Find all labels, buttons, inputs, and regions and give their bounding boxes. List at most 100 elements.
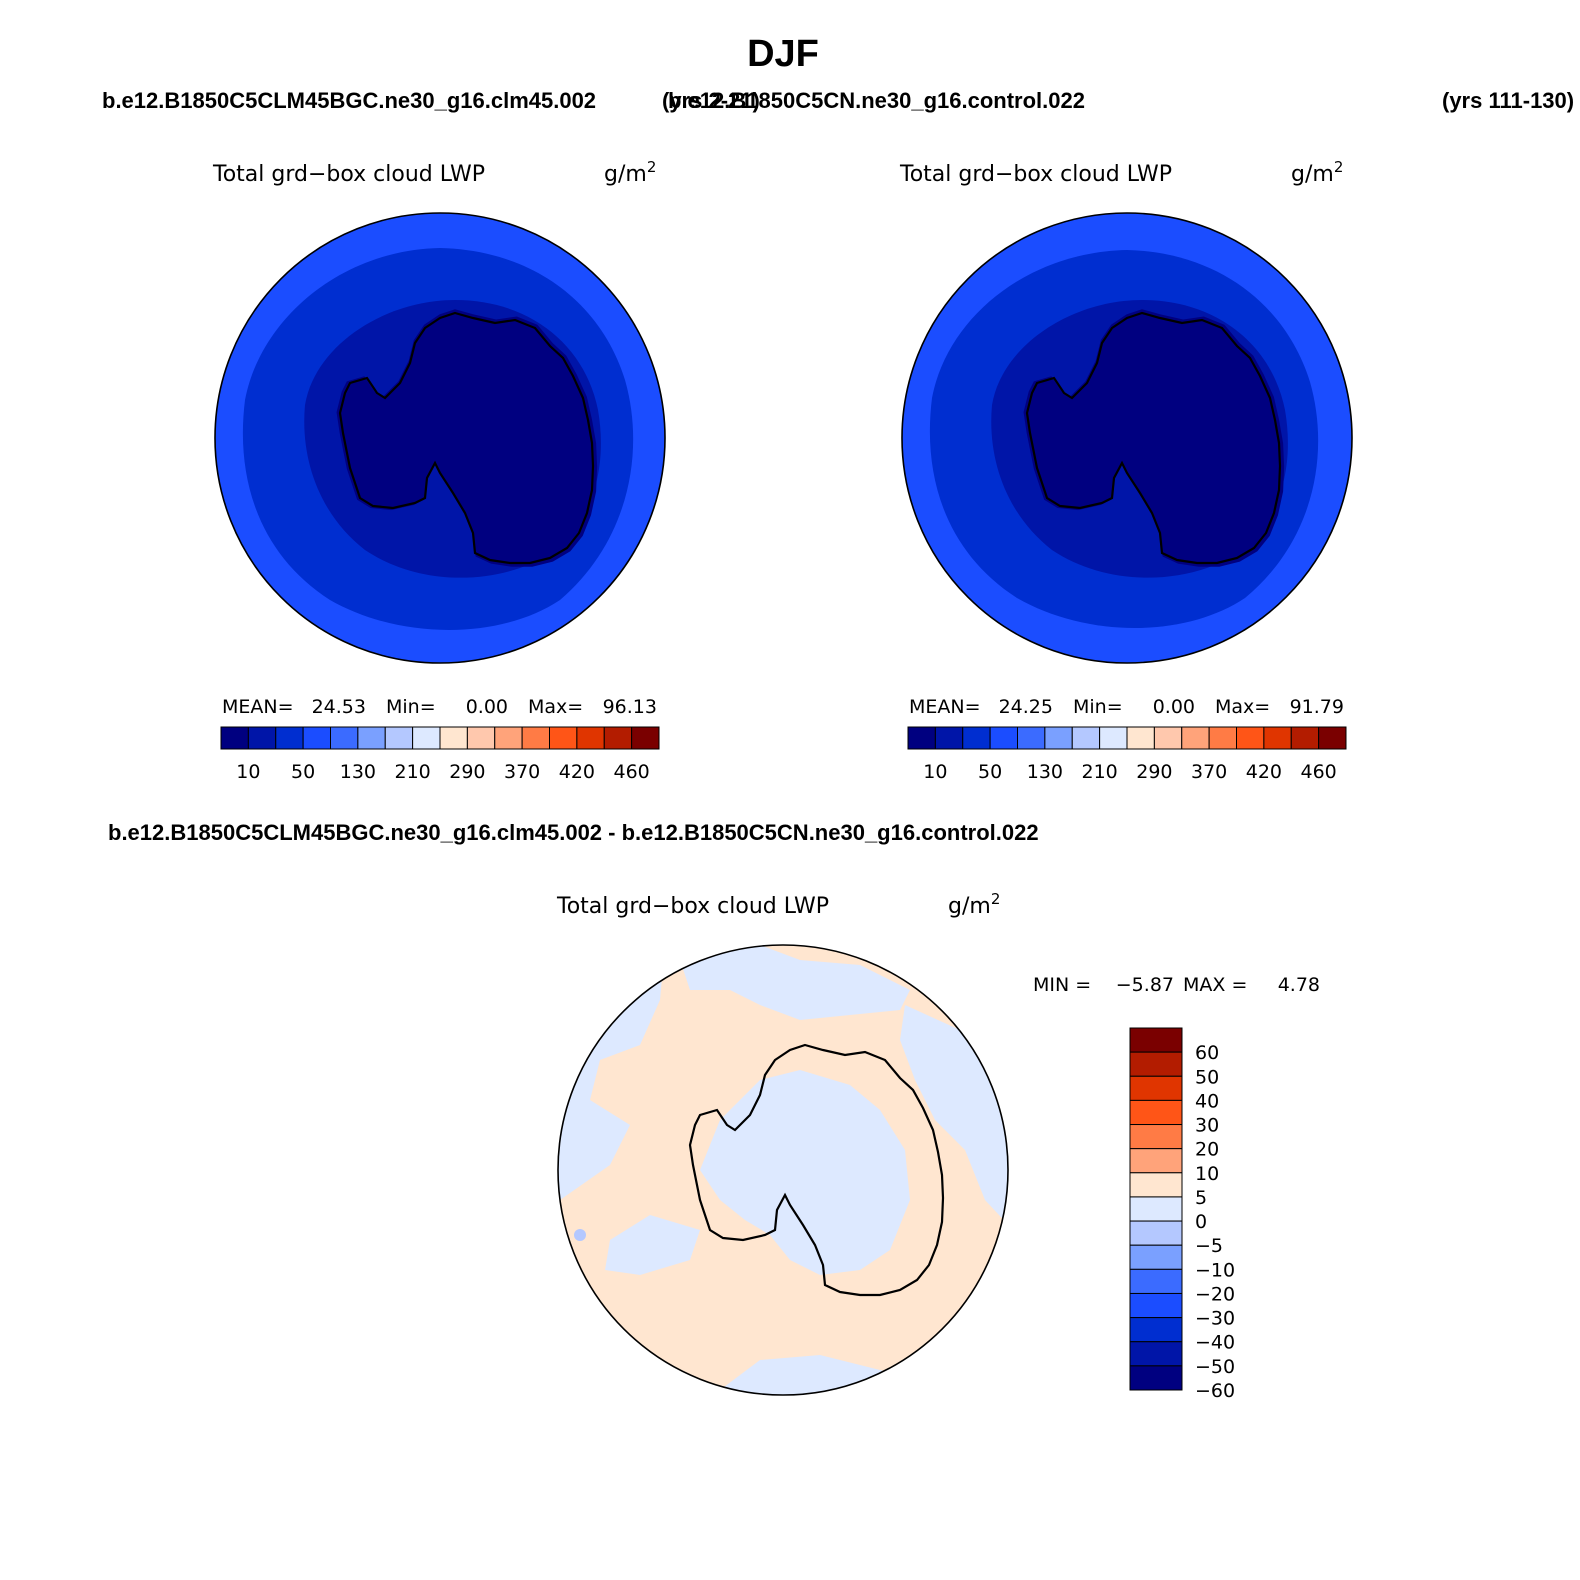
panel2-colorbar-tick-label: 50	[978, 761, 1002, 783]
panel3-neg-north	[680, 945, 910, 1020]
panel2-colorbar: 10 50 130 210 290 370 420 460	[907, 726, 1347, 783]
panel1-units: g/m2	[604, 158, 656, 187]
panel2-colorbar-swatch	[1208, 726, 1237, 750]
panel3-min: −5.87	[1116, 974, 1174, 996]
panel3-colorbar-swatch	[1129, 1317, 1183, 1343]
panel-case1: Total grd−box cloud LWP g/m2 MEAN= 24.53…	[212, 158, 666, 783]
panel1-max-label: Max=	[528, 696, 583, 718]
panel2-colorbar-swatch	[1318, 726, 1347, 750]
panel3-colorbar-tick-label: 30	[1195, 1115, 1219, 1137]
panel2-colorbar-swatch	[1126, 726, 1155, 750]
panel1-mean-label: MEAN=	[222, 696, 294, 718]
panel1-stats: MEAN= 24.53 Min= 0.00 Max= 96.13	[222, 696, 657, 718]
panel1-units-base: g/m	[604, 162, 647, 187]
panel2-units-exp: 2	[1334, 158, 1344, 176]
panel2-colorbar-tick-label: 290	[1136, 761, 1172, 783]
panel2-colorbar-swatch	[1290, 726, 1320, 750]
panel1-colorbar-swatch	[603, 726, 633, 750]
panel2-colorbar-tick-label: 210	[1081, 761, 1117, 783]
panel3-colorbar-swatch	[1129, 1124, 1183, 1150]
panel3-colorbar-swatch	[1129, 1196, 1183, 1222]
panel1-colorbar-tick-label: 210	[394, 761, 430, 783]
case2-years: (yrs 111-130)	[1442, 88, 1574, 113]
diff-title: b.e12.B1850C5CLM45BGC.ne30_g16.clm45.002…	[108, 820, 1039, 845]
panel3-colorbar-swatch	[1129, 1268, 1183, 1294]
panel1-colorbar-swatch	[412, 726, 441, 750]
panel3-stats: MIN = −5.87 MAX = 4.78	[1033, 974, 1320, 996]
panel3-max: 4.78	[1278, 974, 1320, 996]
panel3-neg-southwest	[605, 1215, 700, 1275]
panel1-min-label: Min=	[386, 696, 436, 718]
panel-difference: b.e12.B1850C5CLM45BGC.ne30_g16.clm45.002…	[108, 820, 1320, 1402]
panel3-colorbar-tick-label: −10	[1195, 1259, 1235, 1281]
panel1-colorbar-swatch	[466, 726, 496, 750]
panel2-mean: 24.25	[999, 696, 1053, 718]
panel3-colorbar-tick-label: −30	[1195, 1308, 1235, 1330]
panel3-colorbar-swatch	[1129, 1220, 1183, 1246]
panel1-colorbar-swatch	[494, 726, 523, 750]
panel3-colorbar-swatch	[1129, 1292, 1183, 1319]
panel2-colorbar-tick-label: 460	[1300, 761, 1336, 783]
panel2-units: g/m2	[1291, 158, 1343, 187]
panel1-colorbar-swatch	[576, 726, 605, 750]
panel2-min: 0.00	[1153, 696, 1195, 718]
panel1-colorbar-swatch	[220, 726, 249, 750]
panel2-units-base: g/m	[1291, 162, 1334, 187]
panel1-colorbar-tick-label: 460	[613, 761, 649, 783]
panel3-units-exp: 2	[991, 890, 1001, 908]
panel1-max: 96.13	[603, 696, 657, 718]
panel2-colorbar-swatch	[907, 726, 936, 750]
panel3-colorbar-tick-label: −40	[1195, 1332, 1235, 1354]
case1-title: b.e12.B1850C5CLM45BGC.ne30_g16.clm45.002	[102, 88, 596, 113]
panel2-colorbar-tick-label: 420	[1246, 761, 1282, 783]
panel3-colorbar-tick-label: 20	[1195, 1139, 1219, 1161]
panel2-max-label: Max=	[1215, 696, 1270, 718]
panel3-colorbar-swatch	[1129, 1341, 1183, 1367]
panel3-colorbar-tick-label: −5	[1195, 1235, 1223, 1257]
panel2-colorbar-tick-label: 10	[923, 761, 947, 783]
panel3-max-label: MAX =	[1183, 974, 1247, 996]
panel3-colorbar-swatch	[1129, 1051, 1183, 1077]
panel3-colorbar-swatch	[1129, 1244, 1183, 1270]
case2-title: b.e12.B1850C5CN.ne30_g16.control.022	[668, 88, 1085, 113]
panel2-max: 91.79	[1290, 696, 1344, 718]
panel1-colorbar: 10 50 130 210 290 370 420 460	[220, 726, 660, 783]
panel3-neg-spot	[574, 1229, 586, 1241]
panel3-variable: Total grd−box cloud LWP	[556, 894, 829, 919]
panel3-neg-interior	[700, 1070, 910, 1275]
panel1-colorbar-swatch	[631, 726, 660, 750]
panel1-map	[215, 213, 665, 663]
panel3-colorbar-tick-label: 5	[1195, 1187, 1207, 1209]
panel3-colorbar-tick-label: −20	[1195, 1283, 1235, 1305]
panel2-colorbar-swatch	[989, 726, 1018, 750]
panel3-units: g/m2	[948, 890, 1000, 919]
panel3-colorbar-swatch	[1129, 1027, 1183, 1053]
panel2-colorbar-swatch	[1071, 726, 1101, 750]
panel3-colorbar-tick-label: 10	[1195, 1163, 1219, 1185]
panel1-colorbar-swatch	[247, 726, 277, 750]
panel1-units-exp: 2	[647, 158, 657, 176]
panel1-colorbar-tick-label: 370	[504, 761, 540, 783]
panel2-colorbar-swatch	[1099, 726, 1128, 750]
panel1-colorbar-swatch	[357, 726, 386, 750]
panel3-colorbar-tick-label: −50	[1195, 1356, 1235, 1378]
panel2-colorbar-swatch	[962, 726, 991, 750]
panel2-colorbar-swatch	[1263, 726, 1292, 750]
panel1-min: 0.00	[466, 696, 508, 718]
panel2-colorbar-swatch	[1153, 726, 1183, 750]
panel2-stats: MEAN= 24.25 Min= 0.00 Max= 91.79	[909, 696, 1344, 718]
case1-years: (yrs 2-21)	[662, 88, 760, 113]
panel2-map	[902, 213, 1352, 663]
panel1-colorbar-swatch	[521, 726, 550, 750]
panel3-colorbar-tick-label: 50	[1195, 1066, 1219, 1088]
panel1-colorbar-swatch	[330, 726, 359, 750]
panel3-colorbar-tick-label: 0	[1195, 1211, 1207, 1233]
panel3-colorbar-tick-label: −60	[1195, 1380, 1235, 1402]
panel3-map	[558, 945, 1008, 1395]
panel1-colorbar-tick-label: 420	[559, 761, 595, 783]
panel1-colorbar-swatch	[275, 726, 304, 750]
panel2-colorbar-tick-label: 370	[1191, 761, 1227, 783]
panel1-colorbar-swatch	[302, 726, 331, 750]
panel2-colorbar-swatch	[934, 726, 964, 750]
